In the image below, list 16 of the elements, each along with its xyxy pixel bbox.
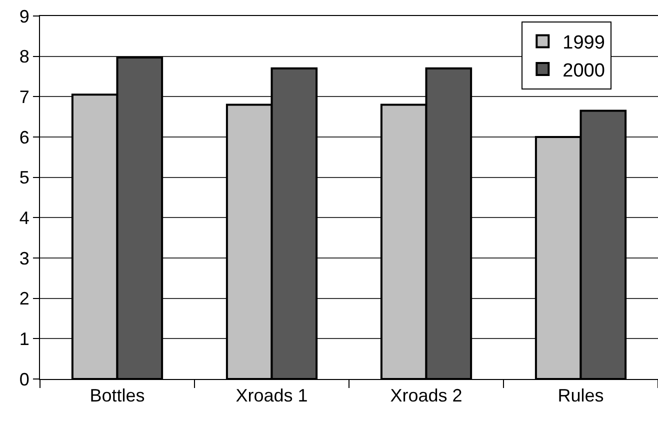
- x-tick-label: Xroads 1: [236, 386, 308, 406]
- x-tick-label: Xroads 2: [390, 386, 462, 406]
- y-tick-label: 5: [19, 168, 30, 188]
- y-tick-label: 2: [19, 288, 30, 309]
- y-tick-label: 7: [19, 86, 30, 107]
- y-tick-label: 3: [19, 248, 30, 268]
- legend-label: 2000: [562, 60, 605, 82]
- x-tick-label: Bottles: [90, 386, 145, 406]
- legend-label: 1999: [562, 32, 605, 54]
- y-tick-label: 8: [19, 46, 30, 67]
- y-tick-label: 9: [19, 6, 30, 26]
- y-tick-label: 6: [19, 127, 30, 148]
- y-tick-label: 4: [19, 208, 30, 228]
- y-tick-label: 1: [19, 328, 30, 349]
- x-tick-label: Rules: [558, 386, 604, 406]
- y-tick-label: 0: [19, 369, 30, 390]
